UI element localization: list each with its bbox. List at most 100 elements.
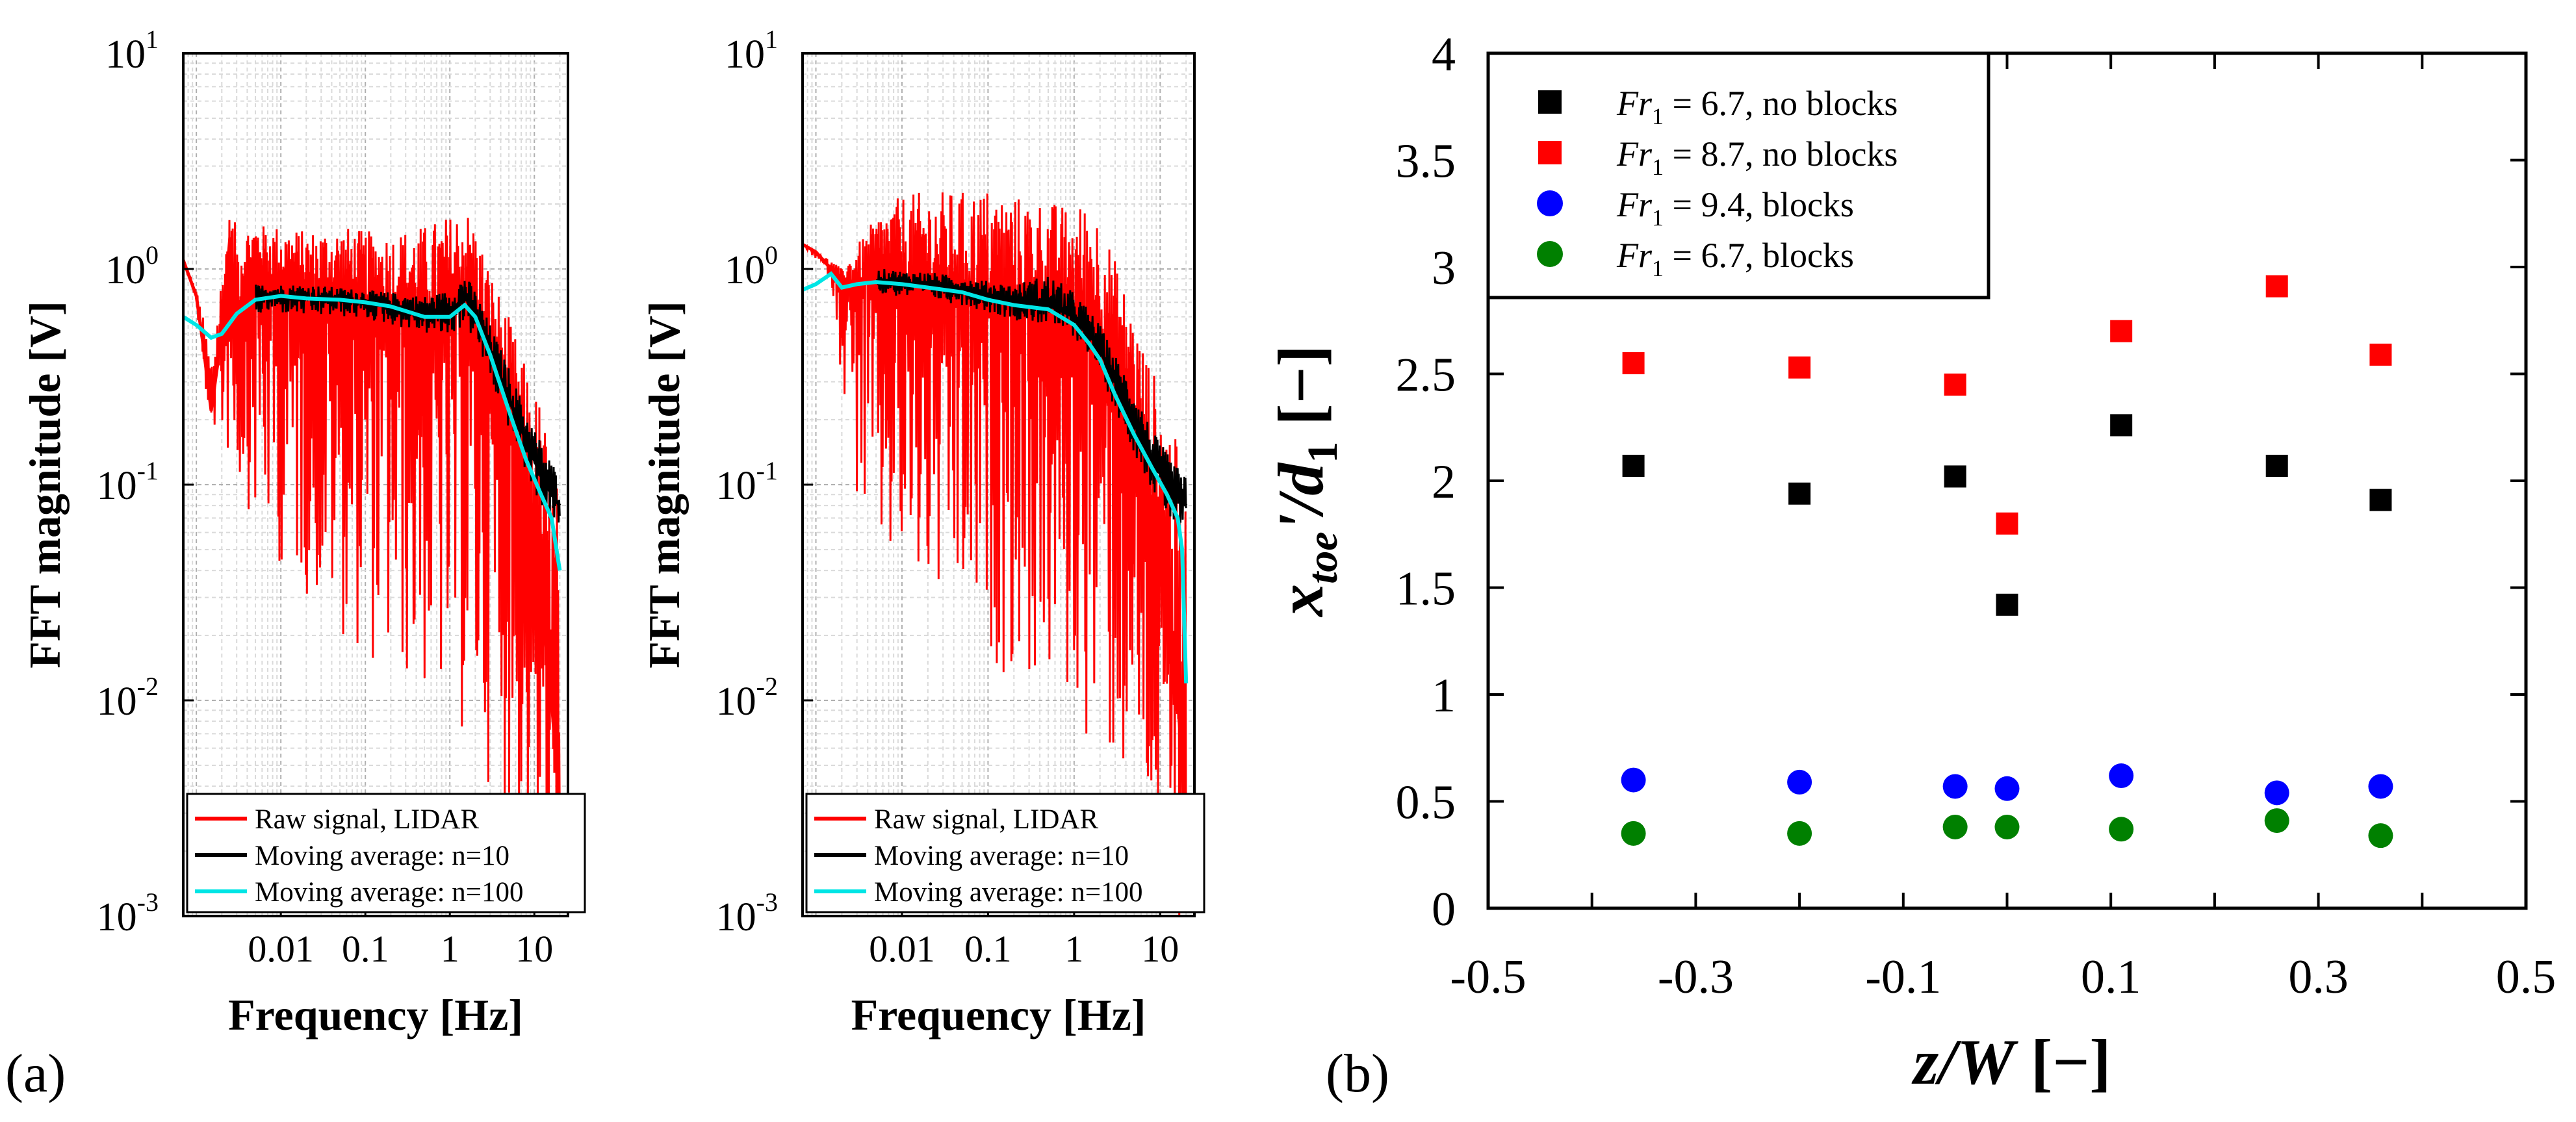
tick-exponent: 1 [765, 25, 778, 54]
axis-subscript: toe [1299, 531, 1346, 584]
x-tick-label: -0.5 [1450, 950, 1526, 1004]
axis-var: x [1265, 584, 1337, 618]
legend-subscript: 1 [1652, 103, 1664, 129]
legend-label: Moving average: n=10 [874, 841, 1129, 871]
data-point [2110, 414, 2133, 437]
y-tick-label: 10-2 [97, 672, 159, 724]
data-point [2264, 808, 2289, 834]
y-tick-label: 100 [725, 240, 778, 292]
data-point [1942, 814, 1968, 839]
tick-base: 10 [97, 680, 137, 724]
data-point [2265, 275, 2288, 298]
legend-rest: = 6.7, blocks [1664, 236, 1854, 275]
legend-box [805, 793, 1205, 913]
legend-label: Moving average: n=10 [255, 841, 509, 871]
y-tick-label: 2 [1432, 455, 1456, 509]
tick-base: 10 [725, 248, 765, 292]
legend-label: Raw signal, LIDAR [874, 804, 1098, 835]
legend: Raw signal, LIDAR Moving average: n=10 Mov… [186, 793, 586, 913]
series-main-line [803, 271, 1189, 683]
data-point [1944, 465, 1966, 488]
data-point [2369, 489, 2392, 511]
legend-symbol: Fr [1616, 185, 1653, 224]
x-tick-label: 1 [1064, 928, 1083, 970]
legend-marker-fr1-8-7-no-blocks [1538, 141, 1562, 164]
axis-var: W [1957, 1026, 2018, 1098]
y-tick-label: 101 [725, 25, 778, 77]
legend-rest: = 6.7, no blocks [1664, 84, 1898, 123]
legend-symbol: Fr [1616, 236, 1653, 275]
x-tick-label: 0.01 [248, 928, 314, 970]
legend-label: Moving average: n=100 [874, 877, 1143, 908]
y-tick-label: 10-2 [716, 672, 778, 724]
y-tick-label: 1 [1432, 669, 1456, 722]
y-tick-label: 0.5 [1396, 776, 1456, 830]
data-point [1788, 482, 1811, 505]
x-tick-label: 0.1 [342, 928, 389, 970]
data-point [1942, 774, 1968, 799]
data-point [2110, 320, 2133, 342]
series-fr1-6-7-no-blocks [1622, 414, 2392, 616]
tick-exponent: 0 [765, 240, 778, 270]
tick-exponent: -2 [137, 672, 159, 701]
y-axis-label: xtoe'/d1 [−] [1265, 345, 1346, 618]
axis-subscript: 1 [1299, 442, 1346, 463]
y-tick-label: 3 [1432, 242, 1456, 295]
axis-var: d [1265, 462, 1337, 496]
series-main-line [876, 279, 1188, 507]
y-tick-label: 101 [105, 25, 159, 77]
legend-label: Raw signal, LIDAR [255, 804, 479, 835]
data-point [2109, 763, 2134, 789]
series-moving-average-n-100 [803, 271, 1189, 683]
tick-base: 10 [725, 32, 765, 77]
data-point [1944, 373, 1966, 396]
x-tick-label: 0.1 [964, 928, 1012, 970]
y-axis-label: FFT magnitude [V] [639, 301, 689, 668]
legend-marker-fr1-6-7-no-blocks [1538, 90, 1562, 114]
tick-base: 10 [716, 895, 756, 939]
tick-base: 10 [105, 248, 146, 292]
panel-label-b: (b) [1326, 1043, 1389, 1104]
data-point [1621, 821, 1646, 846]
axis-sep: '/ [1265, 490, 1337, 531]
axis-var: z [1911, 1026, 1938, 1098]
legend: Raw signal, LIDAR Moving average: n=10 Mov… [805, 793, 1205, 913]
series-noise-line [183, 218, 561, 894]
y-tick-label: 0 [1432, 883, 1456, 936]
data-point [1622, 454, 1645, 477]
x-tick-label: 10 [1141, 928, 1179, 970]
tick-exponent: 0 [146, 240, 159, 270]
y-tick-label: 10-3 [716, 887, 778, 939]
data-point [1996, 593, 2018, 616]
data-point [1787, 821, 1812, 846]
y-tick-label: 100 [105, 240, 159, 292]
y-tick-label: 3.5 [1396, 135, 1456, 188]
legend-label: Fr1 = 6.7, blocks [1616, 236, 1854, 281]
y-tick-label: 2.5 [1396, 349, 1456, 402]
legend-marker-fr1-6-7-blocks [1537, 241, 1563, 267]
legend-marker-fr1-9-4-blocks [1537, 190, 1563, 216]
tick-exponent: -3 [756, 887, 778, 917]
axis-unit: [−] [1265, 345, 1337, 442]
plot-area [803, 192, 1189, 915]
legend-label: Moving average: n=100 [255, 877, 524, 908]
panel-label-a: (a) [5, 1043, 66, 1104]
data-point [2109, 817, 2134, 842]
series-fr1-9-4-blocks [1621, 763, 2393, 806]
data-point [2368, 774, 2393, 799]
data-point [1621, 767, 1646, 793]
legend-subscript: 1 [1652, 154, 1664, 180]
x-tick-label: -0.3 [1658, 950, 1734, 1004]
data-point [1994, 814, 2020, 839]
legend-box [1486, 51, 1990, 300]
legend-box [186, 793, 586, 913]
plot-area [183, 218, 562, 894]
x-tick-label: 0.01 [869, 928, 935, 970]
x-tick-label: -0.1 [1865, 950, 1941, 1004]
legend-label: Fr1 = 6.7, no blocks [1616, 84, 1898, 129]
data-point [1622, 352, 1645, 375]
data-point [1994, 776, 2020, 801]
y-axis-label: FFT magnitude [V] [20, 301, 70, 668]
